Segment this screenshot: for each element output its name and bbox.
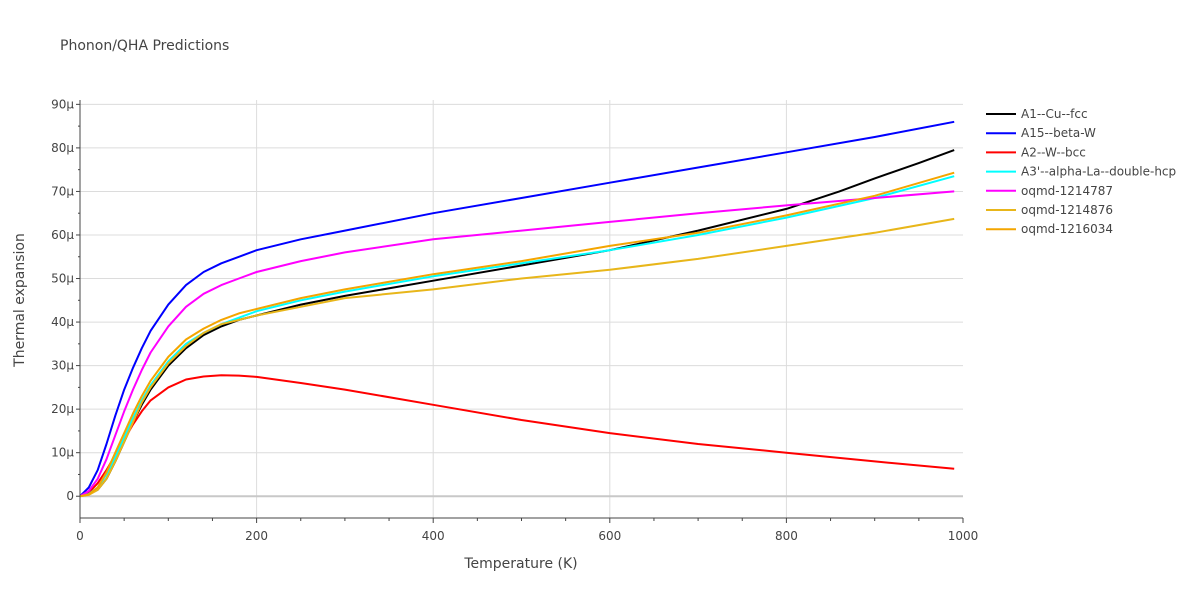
y-tick-label: 60µ (51, 228, 74, 242)
x-ticks: 0 200 400 600 800 1000 (76, 518, 978, 543)
x-tick-label: 400 (422, 529, 445, 543)
x-tick-label: 600 (598, 529, 621, 543)
legend-label: oqmd-1216034 (1021, 222, 1113, 236)
x-tick-label: 200 (245, 529, 268, 543)
legend-label: A15--beta-W (1021, 126, 1096, 140)
legend-label: oqmd-1214787 (1021, 184, 1113, 198)
legend-label: A2--W--bcc (1021, 145, 1086, 159)
y-tick-label: 80µ (51, 141, 74, 155)
grid (80, 100, 963, 518)
x-tick-label: 1000 (948, 529, 979, 543)
chart-title: Phonon/QHA Predictions (60, 38, 229, 54)
y-tick-label: 20µ (51, 402, 74, 416)
y-tick-label: 70µ (51, 184, 74, 198)
series-line-5[interactable] (79, 217, 955, 498)
x-axis-title: Temperature (K) (463, 556, 577, 572)
legend-item-5[interactable]: oqmd-1214876 (986, 203, 1113, 217)
legend[interactable]: A1--Cu--fcc A15--beta-W A2--W--bcc A3'--alp… (986, 107, 1176, 236)
x-tick-label: 0 (76, 529, 84, 543)
legend-item-1[interactable]: A15--beta-W (986, 126, 1096, 140)
series-line-1[interactable] (79, 120, 955, 497)
y-ticks: 0 10µ 20µ 30µ 40µ 50µ 60µ 70µ 80µ 90µ (51, 97, 80, 503)
legend-item-2[interactable]: A2--W--bcc (986, 145, 1086, 159)
legend-item-3[interactable]: A3'--alpha-La--double-hcp (986, 165, 1176, 179)
y-tick-label: 50µ (51, 272, 74, 286)
legend-item-0[interactable]: A1--Cu--fcc (986, 107, 1088, 121)
series-line-6[interactable] (79, 171, 955, 498)
y-tick-label: 10µ (51, 446, 74, 460)
legend-label: A1--Cu--fcc (1021, 107, 1088, 121)
y-tick-label: 0 (66, 489, 74, 503)
series-layer (79, 120, 955, 498)
series-line-3[interactable] (79, 175, 955, 498)
x-tick-label: 800 (775, 529, 798, 543)
series-line-2[interactable] (79, 374, 955, 498)
legend-item-6[interactable]: oqmd-1216034 (986, 222, 1113, 236)
legend-item-4[interactable]: oqmd-1214787 (986, 184, 1113, 198)
y-tick-label: 90µ (51, 97, 74, 111)
legend-label: A3'--alpha-La--double-hcp (1021, 165, 1176, 179)
y-axis-title: Thermal expansion (12, 233, 28, 368)
y-tick-label: 40µ (51, 315, 74, 329)
axes (79, 100, 963, 519)
y-tick-label: 30µ (51, 359, 74, 373)
series-line-4[interactable] (79, 190, 955, 498)
legend-label: oqmd-1214876 (1021, 203, 1113, 217)
